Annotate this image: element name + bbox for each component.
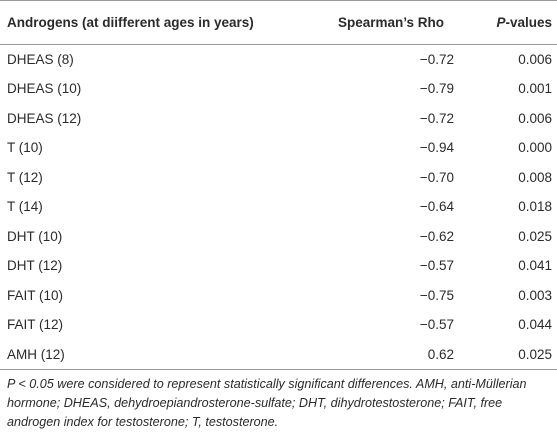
table-row: FAIT (12) −0.57 0.044 xyxy=(0,310,557,340)
cell-rho: −0.57 xyxy=(419,258,454,274)
cell-androgen: DHEAS (10) xyxy=(7,81,82,97)
cell-p-value: 0.025 xyxy=(454,339,557,370)
header-androgens: Androgens (at diifferent ages in years) xyxy=(0,0,308,45)
cell-rho: −0.79 xyxy=(419,81,454,97)
cell-androgen: DHEAS (8) xyxy=(7,52,74,67)
cell-rho: −0.72 xyxy=(419,110,454,126)
header-row: Androgens (at diifferent ages in years) … xyxy=(0,0,557,45)
cell-rho: −0.94 xyxy=(419,140,454,156)
cell-androgen: T (10) xyxy=(7,140,43,156)
header-p-values: P-values xyxy=(454,0,557,45)
table-row: AMH (12) 0.62 0.025 xyxy=(0,339,557,370)
cell-androgen: DHT (12) xyxy=(7,258,63,274)
table-body: DHEAS (8) −0.72 0.006 DHEAS (10) −0.79 0… xyxy=(0,45,557,370)
table-row: DHEAS (8) −0.72 0.006 xyxy=(0,45,557,75)
cell-androgen: T (14) xyxy=(7,199,43,215)
cell-rho: −0.75 xyxy=(419,287,454,303)
table-header: Androgens (at diifferent ages in years) … xyxy=(0,0,557,45)
cell-rho: 0.62 xyxy=(308,339,454,370)
table-row: T (10) −0.94 0.000 xyxy=(0,133,557,163)
cell-rho: −0.62 xyxy=(419,228,454,244)
cell-rho: −0.70 xyxy=(419,169,454,185)
cell-p-value: 0.006 xyxy=(518,110,552,126)
correlation-table-container: Androgens (at diifferent ages in years) … xyxy=(0,0,557,370)
cell-p-value: 0.018 xyxy=(518,199,552,215)
table-footnote: P < 0.05 were considered to represent st… xyxy=(7,377,527,429)
header-p-italic: P xyxy=(496,15,506,30)
table-row: DHEAS (12) −0.72 0.006 xyxy=(0,104,557,134)
cell-rho: −0.64 xyxy=(419,199,454,215)
cell-androgen: T (12) xyxy=(7,169,43,185)
header-spearmans-rho: Spearman’s Rho xyxy=(308,0,454,45)
cell-androgen: FAIT (12) xyxy=(7,317,64,333)
cell-p-value: 0.041 xyxy=(518,258,552,274)
table-row: FAIT (10) −0.75 0.003 xyxy=(0,281,557,311)
cell-p-value: 0.044 xyxy=(518,317,552,333)
table-row: T (14) −0.64 0.018 xyxy=(0,192,557,222)
cell-rho: −0.72 xyxy=(419,52,454,67)
cell-p-value: 0.008 xyxy=(518,169,552,185)
cell-p-value: 0.001 xyxy=(518,81,552,97)
cell-p-value: 0.000 xyxy=(518,140,552,156)
cell-p-value: 0.003 xyxy=(518,287,552,303)
cell-p-value: 0.006 xyxy=(518,52,552,67)
table-row: DHEAS (10) −0.79 0.001 xyxy=(0,74,557,104)
cell-p-value: 0.025 xyxy=(518,228,552,244)
cell-androgen: DHT (10) xyxy=(7,228,63,244)
cell-androgen: DHEAS (12) xyxy=(7,110,82,126)
header-p-rest: -values xyxy=(505,15,552,30)
table-row: DHT (12) −0.57 0.041 xyxy=(0,251,557,281)
correlation-table: Androgens (at diifferent ages in years) … xyxy=(0,0,557,370)
table-row: DHT (10) −0.62 0.025 xyxy=(0,222,557,252)
cell-androgen: AMH (12) xyxy=(0,339,308,370)
cell-rho: −0.57 xyxy=(419,317,454,333)
table-row: T (12) −0.70 0.008 xyxy=(0,163,557,193)
cell-androgen: FAIT (10) xyxy=(7,287,64,303)
